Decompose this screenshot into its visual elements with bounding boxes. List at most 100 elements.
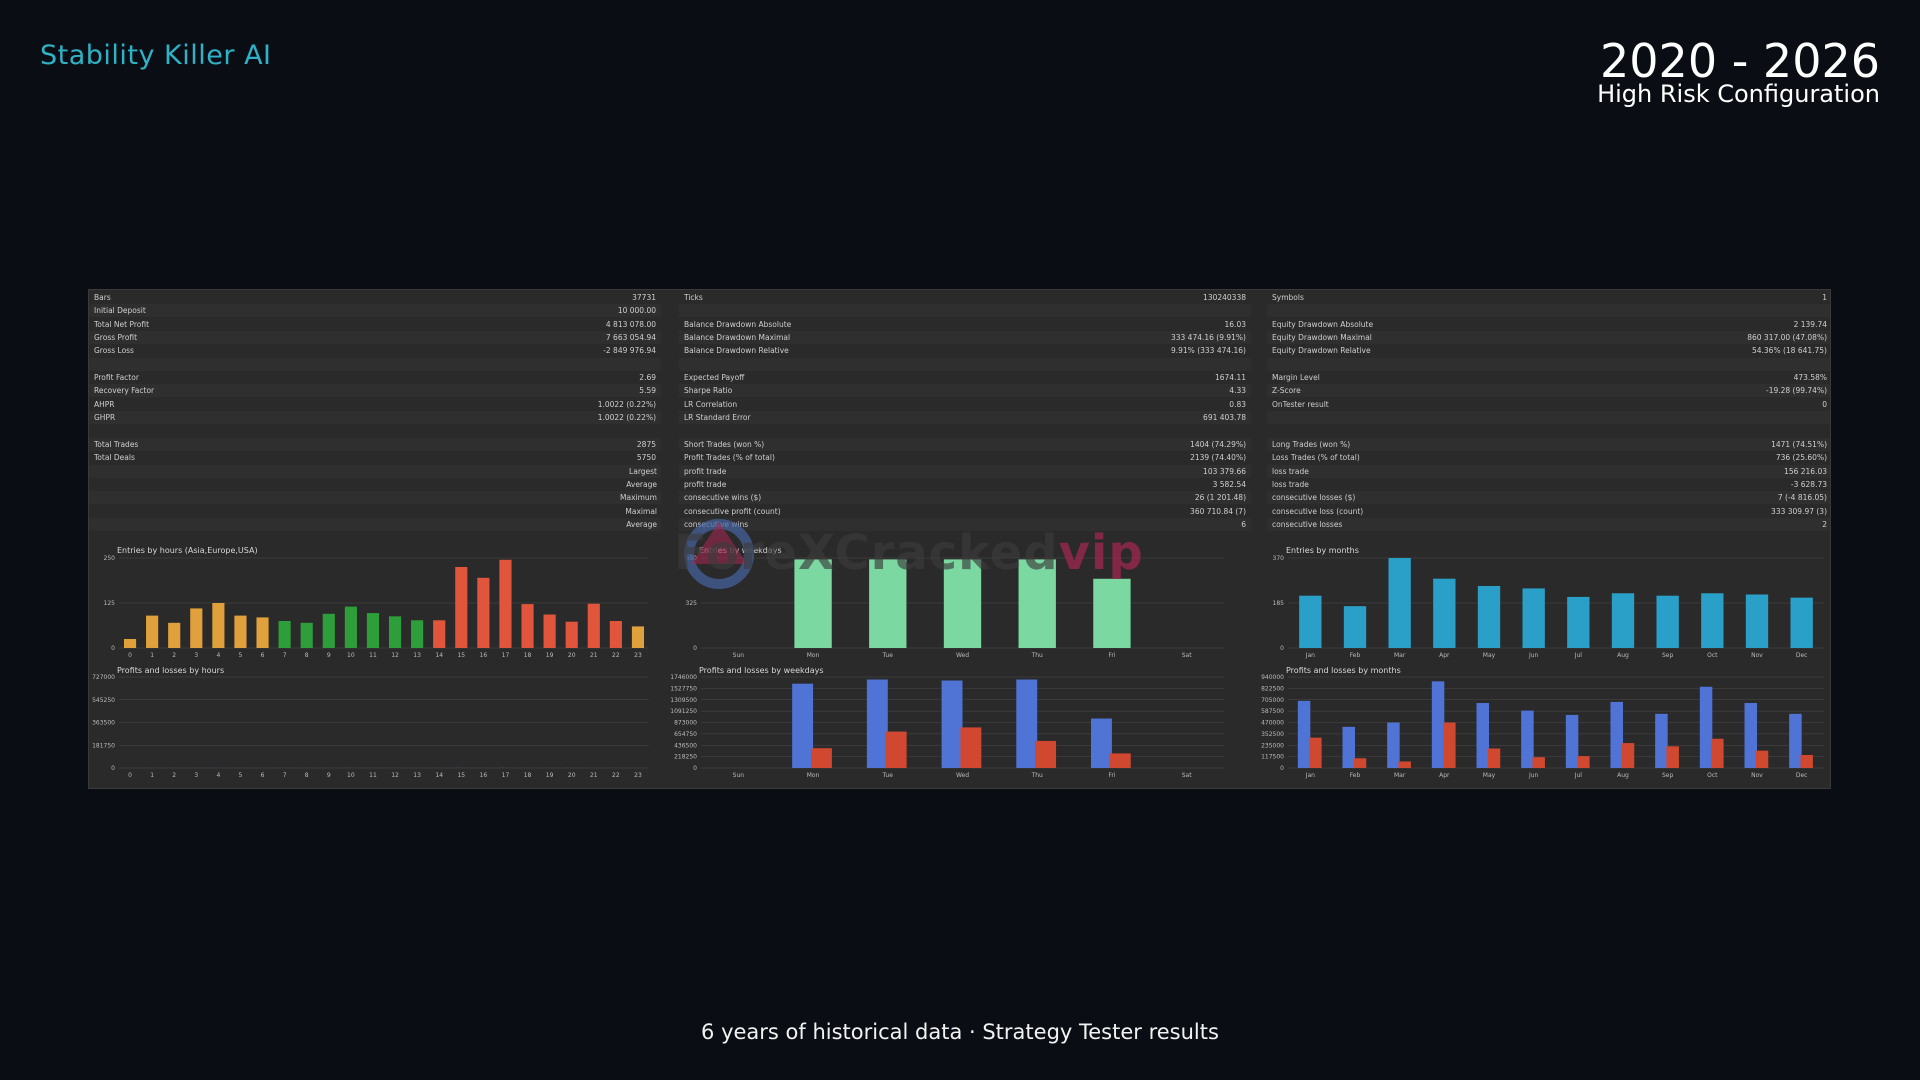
stat-row: Balance Drawdown Relative 9.91% (333 474.…: [679, 344, 1251, 357]
chart-bar: [146, 615, 159, 648]
stat-label: Total Deals: [94, 453, 135, 463]
x-tick-label: Fri: [1108, 772, 1115, 779]
stat-row: Maximal: [89, 505, 661, 518]
stat-row: Margin Level 473.58%: [1267, 371, 1830, 384]
stat-value: 130240338: [1203, 293, 1246, 302]
chart-bar: [1656, 595, 1679, 648]
x-tick-label: 18: [524, 772, 532, 779]
stat-value: 473.58%: [1793, 373, 1827, 383]
y-tick-label: 370: [1273, 555, 1285, 562]
caption: 6 years of historical data · Strategy Te…: [701, 1020, 1219, 1044]
chart-bar: [388, 616, 402, 648]
chart-bar: [543, 614, 556, 648]
y-tick-label: 250: [104, 555, 116, 562]
y-tick-label: 0: [111, 765, 115, 772]
chart-bar-loss: [810, 748, 832, 768]
x-tick-label: 10: [347, 652, 355, 659]
stat-value: 333 474.16 (9.91%): [1170, 333, 1246, 343]
stat-value: 9.91% (333 474.16): [1170, 346, 1246, 356]
stat-value: 0: [1822, 399, 1827, 409]
stat-label: Balance Drawdown Absolute: [684, 319, 792, 329]
stat-label: Recovery Factor: [94, 386, 155, 396]
x-tick-label: 21: [590, 772, 598, 779]
y-tick-label: 117500: [1261, 754, 1284, 761]
stat-label: loss trade: [1272, 479, 1309, 489]
stat-row: Equity Drawdown Maximal 860 317.00 (47.08…: [1267, 331, 1830, 345]
y-tick-label: 0: [1280, 765, 1284, 772]
stat-label: Average: [626, 519, 657, 529]
x-tick-label: Sep: [1662, 652, 1674, 659]
stat-row: Gross Profit 7 663 054.94: [89, 331, 661, 345]
chart-bar-profit: [1565, 714, 1579, 768]
x-tick-label: 19: [546, 772, 554, 779]
y-tick-label: 352500: [1261, 731, 1284, 738]
chart-bar: [1611, 593, 1635, 648]
x-tick-label: 10: [347, 772, 355, 779]
chart-bar: [433, 620, 446, 648]
x-tick-label: 2: [172, 772, 176, 779]
stat-row: Profit Trades (% of total) 2139 (74.40%): [679, 451, 1251, 464]
x-tick-label: 1: [150, 652, 154, 659]
stat-value: 5750: [636, 453, 656, 463]
chart-bar-profit: [1297, 700, 1311, 768]
x-tick-label: Wed: [956, 652, 969, 659]
stat-row: Loss Trades (% of total) 736 (25.60%): [1267, 451, 1830, 464]
stat-label: Equity Drawdown Absolute: [1272, 319, 1374, 329]
stat-value: 0.83: [1229, 399, 1246, 409]
x-tick-label: 5: [239, 652, 243, 659]
x-tick-label: 11: [369, 772, 377, 779]
stat-label: Profit Trades (% of total): [684, 453, 775, 463]
x-tick-label: Nov: [1751, 772, 1763, 779]
x-tick-label: 13: [413, 652, 421, 659]
chart-bar-loss: [1577, 756, 1590, 768]
x-tick-label: 6: [261, 652, 265, 659]
x-tick-label: 9: [327, 772, 331, 779]
stat-label: LR Standard Error: [684, 413, 751, 423]
chart-bar: [344, 606, 357, 648]
charts-area: Entries by hours (Asia,Europe,USA)012525…: [92, 546, 1824, 779]
stat-value: 2 139.74: [1793, 319, 1827, 329]
chart-bar: [631, 626, 645, 648]
x-tick-label: 20: [568, 652, 576, 659]
stat-label: Profit Factor: [94, 373, 139, 383]
chart-bar: [411, 620, 424, 648]
stat-row: consecutive losses 2: [1267, 517, 1830, 531]
stat-value: 5.59: [639, 386, 656, 396]
y-tick-label: 125: [104, 600, 116, 607]
chart-bar-profit: [1476, 703, 1489, 768]
stat-row: Symbols 1: [1267, 291, 1830, 304]
x-tick-label: 12: [391, 772, 399, 779]
x-tick-label: Jan: [1305, 652, 1315, 659]
y-tick-label: 181750: [92, 742, 115, 749]
stat-value: 2: [1822, 519, 1827, 529]
stat-label: OnTester result: [1272, 399, 1329, 409]
chart-bar-loss: [1800, 755, 1813, 768]
stat-label: AHPR: [94, 399, 115, 409]
stat-value: 1674.11: [1214, 373, 1246, 383]
x-tick-label: 4: [216, 772, 220, 779]
stat-value: 26 (1 201.48): [1194, 493, 1246, 503]
y-tick-label: 0: [111, 645, 115, 652]
stat-label: consecutive wins ($): [684, 493, 762, 503]
stat-value: 103 379.66: [1203, 466, 1246, 476]
stat-row: Total Trades 2875: [89, 437, 661, 451]
stat-label: GHPR: [94, 413, 116, 423]
chart-bar: [1790, 597, 1813, 648]
x-tick-label: Jan: [1305, 772, 1315, 779]
chart-bar: [1343, 606, 1367, 648]
x-tick-label: 23: [634, 652, 642, 659]
y-tick-label: 822500: [1261, 685, 1284, 692]
y-tick-label: 545250: [92, 697, 115, 704]
y-tick-label: 0: [693, 645, 697, 652]
x-tick-label: Aug: [1617, 652, 1629, 659]
y-tick-label: 654750: [674, 731, 697, 738]
stat-label: Short Trades (won %): [684, 439, 765, 449]
chart-bar-loss: [1621, 743, 1635, 768]
x-tick-label: Sep: [1662, 772, 1674, 779]
stat-value: 360 710.84 (7): [1190, 506, 1246, 516]
chart-bar-loss: [885, 731, 907, 768]
x-tick-label: 22: [612, 652, 620, 659]
chart-bar-profit: [1342, 726, 1355, 768]
x-tick-label: 15: [457, 652, 465, 659]
x-tick-label: Dec: [1796, 652, 1808, 659]
